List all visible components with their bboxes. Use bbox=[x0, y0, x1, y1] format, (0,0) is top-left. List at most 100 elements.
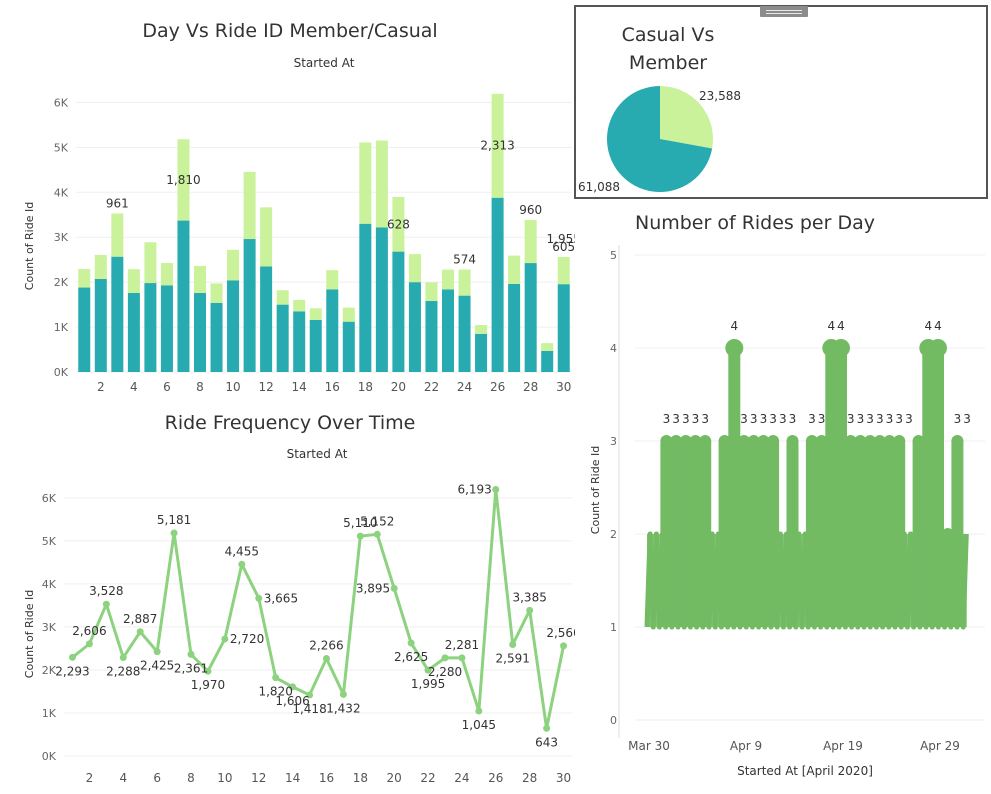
daily-peak-point bbox=[912, 435, 925, 447]
line-point bbox=[272, 674, 280, 682]
line-data-label: 2,720 bbox=[230, 632, 264, 646]
line-data-label: 4,455 bbox=[225, 544, 259, 558]
bar-data-label: 574 bbox=[453, 253, 476, 267]
daily-data-label: 4 bbox=[827, 319, 835, 333]
daily-peak bbox=[912, 441, 925, 627]
line-data-label: 2,266 bbox=[309, 638, 343, 652]
daily-peak-point bbox=[718, 435, 731, 447]
daily-data-label: 4 bbox=[924, 319, 932, 333]
x-tick-label: 26 bbox=[488, 771, 503, 785]
daily-data-label: 3 bbox=[682, 412, 690, 426]
daily-peak bbox=[883, 441, 896, 627]
daily-peak-point bbox=[757, 435, 770, 447]
daily-peak bbox=[941, 534, 954, 627]
daily-data-label: 3 bbox=[954, 412, 962, 426]
line-point bbox=[187, 650, 195, 658]
daily-peak bbox=[951, 441, 964, 627]
x-tick-label: 6 bbox=[163, 380, 171, 394]
bar-member bbox=[177, 220, 190, 372]
daily-peak bbox=[854, 441, 867, 627]
bar-casual bbox=[293, 299, 306, 312]
daily-peak-point bbox=[660, 435, 673, 447]
line-data-label: 2,280 bbox=[428, 665, 462, 679]
daily-data-label: 3 bbox=[866, 412, 874, 426]
bar-chart-subtitle: Started At bbox=[293, 56, 355, 70]
line-point bbox=[356, 532, 364, 540]
bar-casual bbox=[144, 242, 157, 284]
x-tick-label: 12 bbox=[258, 380, 273, 394]
x-tick-label: 4 bbox=[130, 380, 138, 394]
y-tick-label: 1K bbox=[42, 707, 57, 720]
daily-data-label: 3 bbox=[847, 412, 855, 426]
line-data-label: 2,288 bbox=[106, 665, 140, 679]
daily-data-label: 4 bbox=[837, 319, 845, 333]
y-tick-label: 4 bbox=[610, 342, 617, 355]
y-axis-label: Count of Ride Id bbox=[23, 590, 36, 678]
bar-casual bbox=[177, 139, 190, 221]
bar-member bbox=[243, 239, 256, 372]
daily-peak bbox=[825, 348, 838, 627]
bar-casual bbox=[342, 307, 355, 322]
y-tick-label: 3 bbox=[610, 435, 617, 448]
bar-member bbox=[94, 279, 107, 372]
bar-casual bbox=[508, 255, 521, 284]
line-point bbox=[543, 724, 551, 732]
daily-chart: 0 1 2 3 4 5 Count of Ride Id Mar 30 Apr 9 Apr 19 A… bbox=[589, 245, 985, 778]
bar-casual bbox=[194, 265, 206, 293]
pie-chart-title: Casual Vs Member bbox=[621, 24, 715, 74]
pie-label-member: 61,088 bbox=[578, 180, 620, 194]
pie-chart: 23,588 61,088 bbox=[578, 86, 741, 194]
daily-data-label: 3 bbox=[963, 412, 971, 426]
line-data-label: 5,110 bbox=[343, 516, 377, 530]
pie-chart-panel: Casual Vs Member 23,588 61,088 bbox=[574, 5, 988, 199]
bar-data-label: 960 bbox=[519, 203, 542, 217]
x-tick-label: 24 bbox=[457, 380, 472, 394]
daily-data-label: 3 bbox=[672, 412, 680, 426]
y-tick-label: 5 bbox=[610, 249, 617, 262]
y-tick-label: 3K bbox=[54, 231, 69, 244]
daily-peak-point bbox=[805, 435, 818, 447]
daily-data-label: 3 bbox=[857, 412, 865, 426]
daily-chart-panel: Number of Rides per Day 0 1 2 3 4 5 Count of R… bbox=[575, 200, 991, 794]
daily-peak bbox=[835, 348, 847, 627]
line-point bbox=[306, 691, 314, 699]
daily-data-label: 3 bbox=[663, 412, 671, 426]
x-tick-label: 26 bbox=[490, 380, 505, 394]
y-axis-label: Count of Ride Id bbox=[589, 446, 602, 534]
bar-casual bbox=[475, 325, 488, 334]
daily-peak-point bbox=[893, 435, 906, 447]
daily-peak bbox=[679, 441, 692, 627]
daily-peak bbox=[873, 441, 886, 627]
line-data-label: 1,418 bbox=[292, 702, 326, 716]
pie-slice-member bbox=[607, 86, 713, 192]
bar-member bbox=[458, 295, 471, 372]
y-tick-label: 3K bbox=[42, 621, 57, 634]
bar-casual bbox=[541, 343, 554, 351]
daily-peak bbox=[844, 441, 857, 627]
pie-label-casual: 23,588 bbox=[699, 89, 741, 103]
daily-peak-point bbox=[747, 435, 760, 447]
y-tick-label: 2K bbox=[42, 664, 57, 677]
bar-member bbox=[342, 321, 355, 372]
line-data-label: 1,820 bbox=[258, 685, 292, 699]
y-tick-label: 5K bbox=[42, 535, 57, 548]
drag-handle[interactable] bbox=[760, 6, 808, 17]
x-tick-label: 28 bbox=[522, 771, 537, 785]
bar-casual bbox=[260, 207, 273, 267]
x-tick-label: 16 bbox=[325, 380, 340, 394]
bar-casual bbox=[458, 269, 471, 296]
bar-casual bbox=[557, 256, 570, 285]
bar-member bbox=[210, 302, 223, 372]
line-point bbox=[289, 683, 297, 691]
daily-peak bbox=[922, 348, 935, 627]
y-axis-label: Count of Ride Id bbox=[23, 202, 36, 290]
bar-member bbox=[127, 292, 140, 372]
line-data-label: 2,560 bbox=[546, 626, 575, 640]
daily-peak-point bbox=[951, 435, 964, 447]
bar-casual bbox=[425, 282, 438, 302]
daily-peak bbox=[932, 348, 944, 627]
bar-chart-title: Day Vs Ride ID Member/Casual bbox=[142, 20, 438, 42]
x-tick-label: 30 bbox=[556, 380, 571, 394]
daily-peak-point bbox=[854, 435, 867, 447]
daily-data-label: 3 bbox=[750, 412, 758, 426]
